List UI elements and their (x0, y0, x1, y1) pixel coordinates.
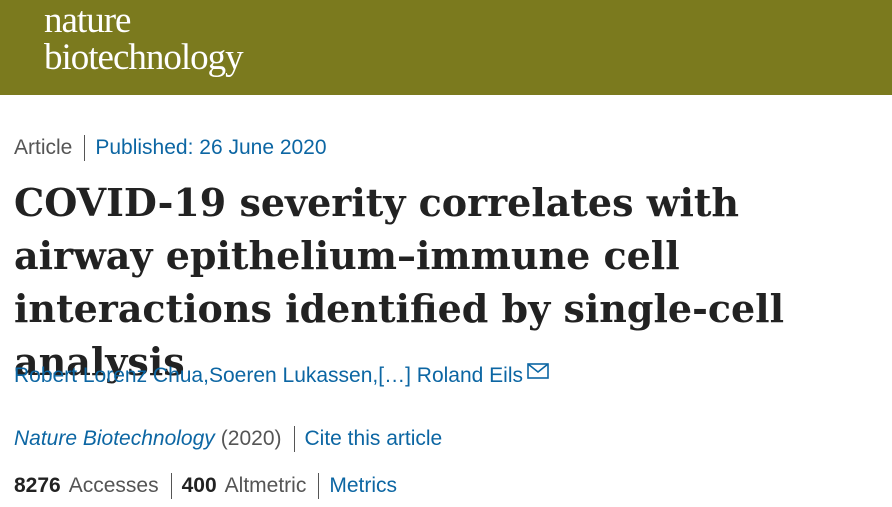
altmetric-count: 400 (181, 474, 217, 497)
author-separator: , (372, 364, 379, 387)
journal-link[interactable]: Nature Biotechnology (14, 427, 215, 450)
publication-year: (2020) (220, 427, 282, 450)
metrics-link[interactable]: Metrics (329, 474, 397, 497)
envelope-icon[interactable] (527, 359, 549, 387)
author-link-eils[interactable]: Roland Eils (416, 364, 524, 387)
article-type: Article (14, 136, 73, 159)
show-all-authors-button[interactable]: […] (378, 364, 411, 387)
article-title: COVID-19 severity correlates with airway… (14, 180, 785, 384)
cite-article-link[interactable]: Cite this article (304, 427, 443, 450)
author-list: Robert Lorenz Chua , Soeren Lukassen , [… (14, 362, 549, 390)
author-separator: , (203, 364, 209, 387)
citation-line: Nature Biotechnology (2020) Cite this ar… (14, 425, 442, 453)
accesses-label: Accesses (68, 474, 159, 497)
author-link-chua[interactable]: Robert Lorenz Chua (14, 364, 204, 387)
author-link-lukassen[interactable]: Soeren Lukassen (208, 364, 373, 387)
divider (318, 473, 320, 499)
divider (84, 135, 86, 161)
altmetric-label: Altmetric (224, 474, 307, 497)
accesses-count: 8276 (14, 474, 61, 497)
divider (293, 426, 295, 452)
logo-line-nature: nature (44, 0, 131, 41)
journal-logo[interactable]: nature biotechnology (44, 0, 244, 78)
logo-line-biotechnology: biotechnology (44, 37, 244, 78)
journal-banner: nature biotechnology (0, 0, 892, 95)
published-date-link[interactable]: Published: 26 June 2020 (95, 136, 327, 159)
article-meta: Article Published: 26 June 2020 (14, 134, 327, 162)
metrics-bar: 8276 Accesses 400 Altmetric Metrics (14, 472, 397, 500)
divider (170, 473, 172, 499)
